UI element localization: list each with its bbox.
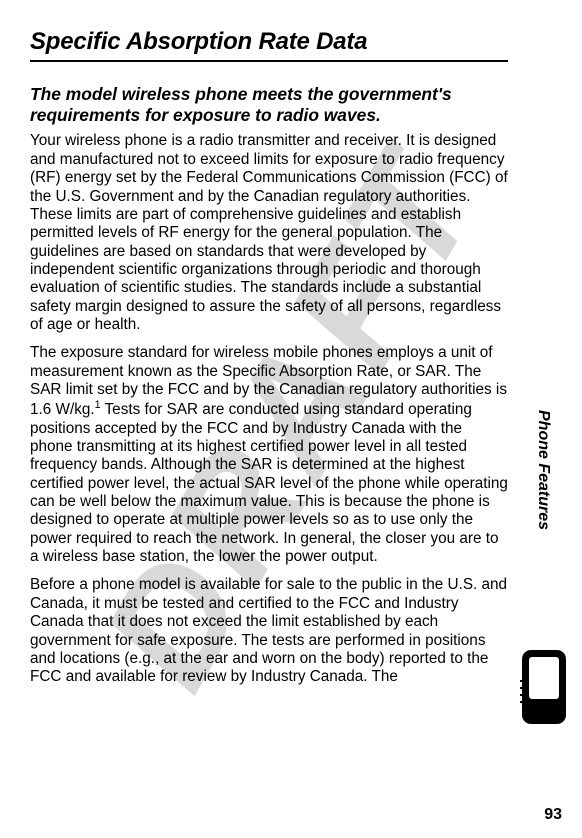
page-number: 93 xyxy=(544,806,562,824)
section-tab-label: Phone Features xyxy=(534,410,552,530)
phone-icon xyxy=(520,648,568,731)
paragraph-2b: Tests for SAR are conducted using standa… xyxy=(30,401,508,565)
page-content: Specific Absorption Rate Data The model … xyxy=(0,0,582,687)
paragraph-1: Your wireless phone is a radio transmitt… xyxy=(30,132,508,334)
paragraph-3: Before a phone model is available for sa… xyxy=(30,576,508,686)
title-rule xyxy=(30,60,508,62)
page-title: Specific Absorption Rate Data xyxy=(30,28,508,56)
lead-paragraph: The model wireless phone meets the gover… xyxy=(30,84,508,126)
paragraph-2: The exposure standard for wireless mobil… xyxy=(30,344,508,566)
